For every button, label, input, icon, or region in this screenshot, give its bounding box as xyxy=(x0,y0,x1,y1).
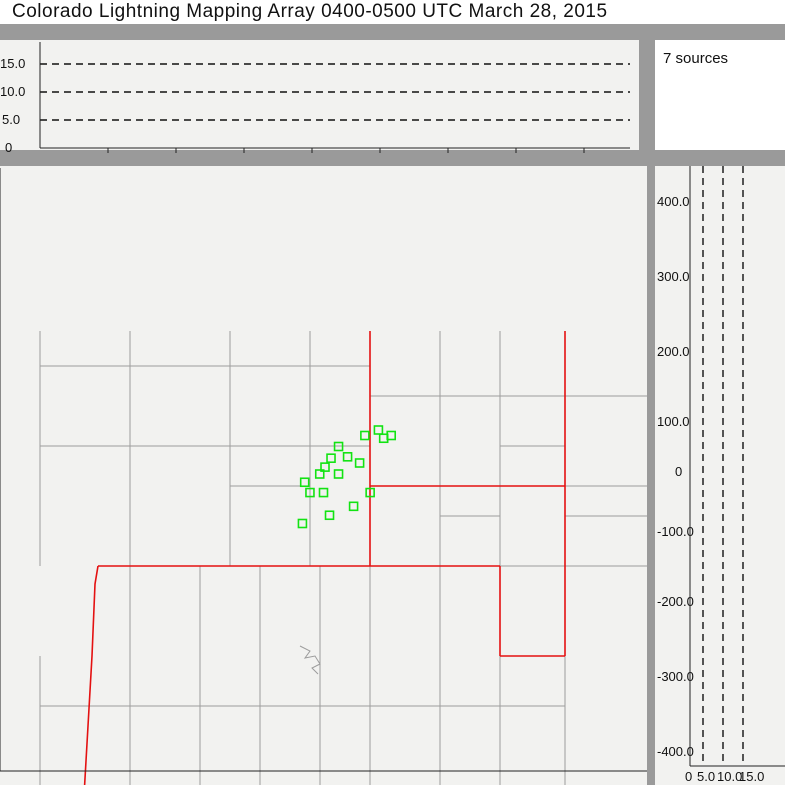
lightning-marker[interactable] xyxy=(335,470,343,478)
right-y-300: 300.0 xyxy=(657,269,690,284)
lightning-marker[interactable] xyxy=(320,489,328,497)
bottom-x-15: 15.0 xyxy=(739,769,764,784)
time-series-panel[interactable]: 0 5.0 10.0 15.0 -400.0 -300.0 -200.0 -10… xyxy=(0,40,647,158)
x-tick-n100: -100.0 xyxy=(292,156,329,158)
main-map-panel[interactable] xyxy=(0,166,647,785)
right-y-0: 0 xyxy=(675,464,682,479)
y-tick-15: 15.0 xyxy=(0,56,25,71)
x-tick-300: 300.0 xyxy=(564,156,597,158)
lightning-marker[interactable] xyxy=(361,432,369,440)
lightning-marker[interactable] xyxy=(298,520,306,528)
lightning-marker[interactable] xyxy=(326,511,334,519)
right-y-n300: -300.0 xyxy=(657,669,694,684)
lightning-marker[interactable] xyxy=(327,454,335,462)
y-tick-5: 5.0 xyxy=(2,112,20,127)
lightning-marker[interactable] xyxy=(350,502,358,510)
lightning-marker[interactable] xyxy=(301,478,309,486)
right-y-n100: -100.0 xyxy=(657,524,694,539)
right-y-100: 100.0 xyxy=(657,414,690,429)
bottom-x-0: 0 xyxy=(685,769,692,784)
right-y-200: 200.0 xyxy=(657,344,690,359)
app-root: Colorado Lightning Mapping Array 0400-05… xyxy=(0,0,785,785)
lightning-marker[interactable] xyxy=(356,459,364,467)
page-title: Colorado Lightning Mapping Array 0400-05… xyxy=(12,1,608,23)
lightning-marker[interactable] xyxy=(344,453,352,461)
x-tick-n200: -200.0 xyxy=(224,156,261,158)
lightning-marker[interactable] xyxy=(306,489,314,497)
x-tick-n300: -300.0 xyxy=(156,156,193,158)
x-tick-200: 200.0 xyxy=(496,156,529,158)
x-tick-n400: -400.0 xyxy=(88,156,125,158)
titlebar: Colorado Lightning Mapping Array 0400-05… xyxy=(0,0,785,32)
lightning-marker[interactable] xyxy=(374,426,382,434)
right-y-n400: -400.0 xyxy=(657,744,694,759)
lightning-marker[interactable] xyxy=(366,489,374,497)
sources-label: 7 sources xyxy=(655,40,785,67)
x-tick-100: 100.0 xyxy=(428,156,461,158)
x-tick-400: 400.0 xyxy=(600,156,633,158)
bottom-x-5: 5.0 xyxy=(697,769,715,784)
lightning-markers-layer[interactable] xyxy=(0,166,647,785)
y-tick-0: 0 xyxy=(5,140,12,155)
lightning-marker[interactable] xyxy=(335,443,343,451)
right-y-400: 400.0 xyxy=(657,194,690,209)
right-panel-y-axis: 400.0 300.0 200.0 100.0 0 -100.0 -200.0 … xyxy=(657,194,694,759)
right-y-n200: -200.0 xyxy=(657,594,694,609)
sources-panel: 7 sources xyxy=(655,40,785,158)
y-tick-10: 10.0 xyxy=(0,84,25,99)
x-tick-0: 0 xyxy=(376,156,383,158)
right-side-panel[interactable]: 400.0 300.0 200.0 100.0 0 -100.0 -200.0 … xyxy=(655,166,785,785)
